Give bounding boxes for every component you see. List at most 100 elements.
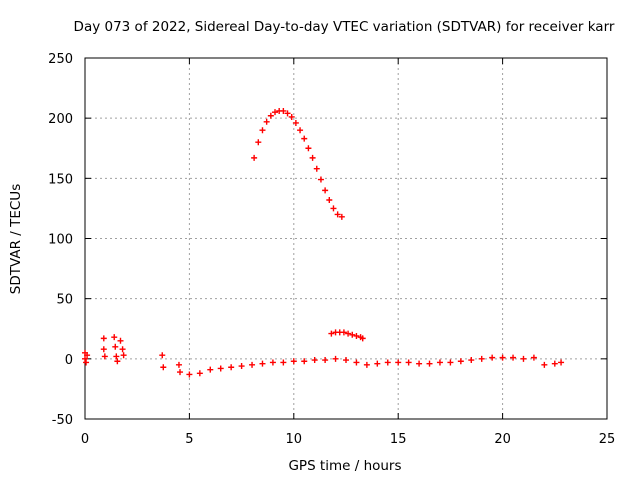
data-point <box>530 354 537 361</box>
series-2 <box>328 329 366 342</box>
data-point <box>551 360 558 367</box>
data-point <box>255 139 262 146</box>
data-point <box>186 371 193 378</box>
x-axis-label: GPS time / hours <box>288 458 401 474</box>
data-point <box>177 369 184 376</box>
data-point <box>426 360 433 367</box>
y-tick-label: 200 <box>48 112 73 127</box>
data-point <box>159 352 166 359</box>
x-tick-label: 5 <box>185 432 193 447</box>
data-point <box>349 331 356 338</box>
x-tick-label: 15 <box>390 432 407 447</box>
data-point <box>447 359 454 366</box>
y-tick-label: 250 <box>48 52 73 67</box>
data-point <box>330 205 337 212</box>
data-point <box>313 165 320 172</box>
data-point <box>259 127 266 134</box>
data-point <box>113 353 120 360</box>
data-point <box>541 361 548 368</box>
data-point <box>280 359 287 366</box>
data-point <box>290 358 297 365</box>
data-point <box>334 211 341 218</box>
series-1 <box>251 107 345 220</box>
data-point <box>499 354 506 361</box>
data-point <box>117 337 124 344</box>
y-tick-label: 0 <box>65 353 73 368</box>
data-point <box>82 355 88 362</box>
data-point <box>101 353 108 360</box>
data-point <box>114 358 121 365</box>
data-point <box>326 196 333 203</box>
data-point <box>249 361 256 368</box>
data-point <box>263 118 270 125</box>
data-point <box>457 358 464 365</box>
data-point <box>468 357 475 364</box>
data-point <box>489 354 496 361</box>
data-point <box>160 364 167 371</box>
x-tick-label: 10 <box>286 432 303 447</box>
data-point <box>332 355 339 362</box>
data-point <box>100 346 107 353</box>
data-point <box>284 110 291 117</box>
data-point <box>510 354 517 361</box>
y-tick-label: -50 <box>52 413 73 428</box>
data-point <box>322 187 329 194</box>
data-point <box>305 145 312 152</box>
data-point <box>111 334 118 341</box>
y-axis-label: SDTVAR / TECUs <box>8 184 24 294</box>
data-point <box>100 335 107 342</box>
data-point <box>207 366 214 373</box>
data-point <box>196 370 203 377</box>
data-point <box>405 359 412 366</box>
data-point <box>301 135 308 142</box>
data-point <box>309 154 316 161</box>
data-point <box>478 355 485 362</box>
x-tick-label: 20 <box>494 432 511 447</box>
data-point <box>322 357 329 364</box>
data-point <box>338 213 345 220</box>
data-point <box>353 332 360 339</box>
y-tick-label: 50 <box>56 293 73 308</box>
data-point <box>112 343 119 350</box>
data-point <box>175 361 182 368</box>
y-tick-label: 150 <box>48 172 73 187</box>
data-point <box>384 359 391 366</box>
data-point <box>395 359 402 366</box>
data-point <box>353 359 360 366</box>
x-axis-ticks: 0 5 10 15 20 25 <box>81 58 615 447</box>
data-point <box>288 113 295 120</box>
data-point <box>83 359 90 366</box>
y-tick-label: 100 <box>48 233 73 248</box>
data-point <box>280 107 287 114</box>
data-point <box>436 359 443 366</box>
data-point <box>272 109 279 116</box>
data-point <box>84 352 91 359</box>
data-point <box>301 358 308 365</box>
data-point <box>558 359 565 366</box>
data-point <box>363 361 370 368</box>
data-points <box>82 107 565 378</box>
data-point <box>297 127 304 134</box>
data-point <box>374 360 381 367</box>
data-point <box>228 364 235 371</box>
data-point <box>259 360 266 367</box>
data-point <box>359 335 366 342</box>
data-point <box>345 330 352 337</box>
data-point <box>238 363 245 370</box>
chart-title: Day 073 of 2022, Sidereal Day-to-day VTE… <box>74 19 615 35</box>
x-tick-label: 25 <box>599 432 616 447</box>
data-point <box>311 357 318 364</box>
data-point <box>267 112 274 119</box>
data-point <box>340 329 347 336</box>
data-point <box>520 355 527 362</box>
data-point <box>343 357 349 364</box>
series-3 <box>82 334 565 378</box>
data-point <box>217 365 224 372</box>
y-axis-ticks: -50 0 50 100 150 200 250 <box>48 52 607 428</box>
x-tick-label: 0 <box>81 432 89 447</box>
data-point <box>328 330 335 337</box>
data-point <box>251 154 258 161</box>
data-point <box>292 119 299 126</box>
data-point <box>416 360 423 367</box>
